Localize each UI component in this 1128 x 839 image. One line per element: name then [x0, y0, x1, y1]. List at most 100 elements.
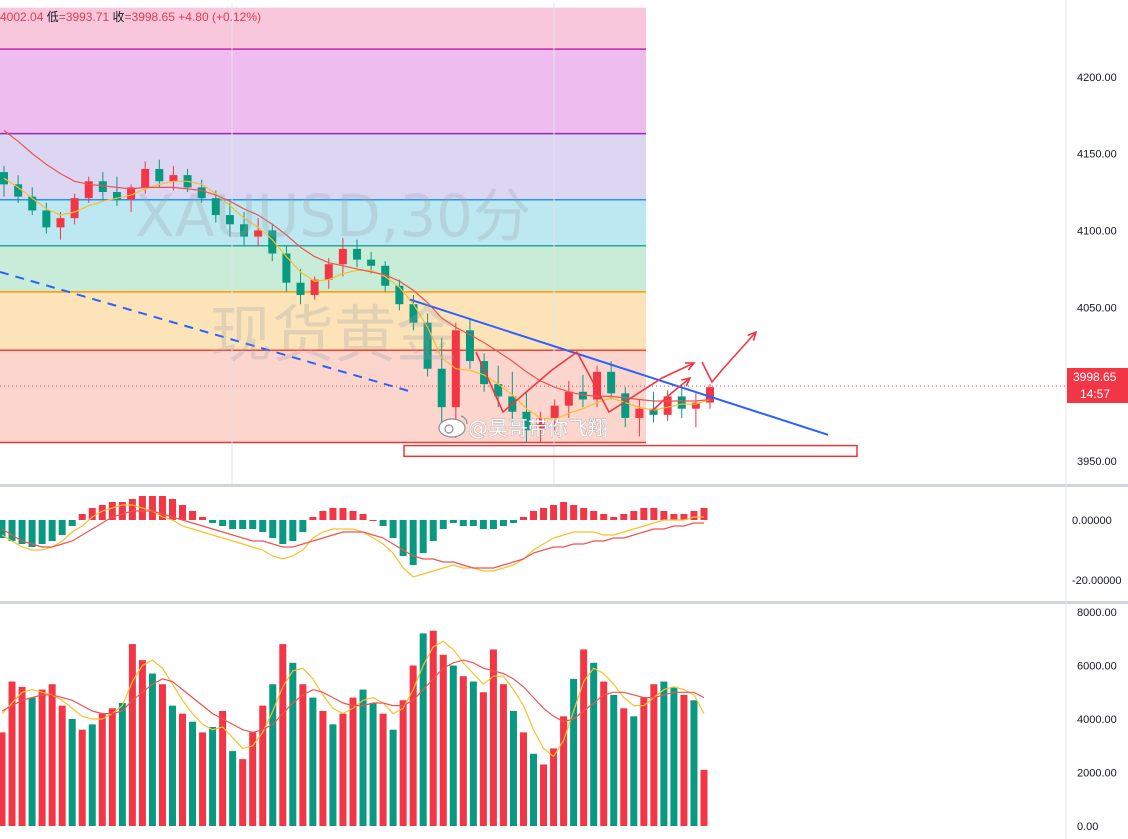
macd-hist-bar	[128, 499, 136, 520]
macd-hist-bar	[660, 511, 668, 520]
macd-hist-bar	[700, 508, 708, 520]
candle-body	[0, 172, 8, 185]
volume-axis-tick: 2000.00	[1077, 768, 1117, 780]
volume-bar	[179, 713, 187, 826]
candle-body	[367, 259, 376, 266]
macd-hist-bar	[98, 505, 106, 520]
ohlc-legend: 4002.04 低=3993.71 收=3998.65 +4.80 (+0.12…	[0, 10, 261, 24]
volume-bar	[399, 700, 407, 826]
projection-arrow-3	[701, 331, 757, 384]
volume-bar	[138, 660, 146, 826]
volume-bar	[519, 732, 527, 826]
price-axis-tick: 4050.00	[1077, 302, 1117, 314]
macd-hist-bar	[229, 520, 237, 529]
macd-axis-tick: 0.00000	[1072, 515, 1112, 527]
volume-pane[interactable]	[0, 630, 708, 826]
volume-bar	[68, 719, 76, 826]
candle-body	[494, 384, 503, 397]
macd-hist-bar	[560, 502, 568, 520]
candle-body	[550, 405, 559, 418]
macd-hist-bar	[58, 520, 66, 535]
volume-bar	[249, 732, 257, 826]
volume-bar	[580, 649, 588, 826]
macd-hist-bar	[118, 502, 126, 520]
candle-body	[353, 248, 361, 260]
volume-bar	[610, 694, 618, 826]
macd-hist-bar	[38, 520, 46, 544]
macd-hist-bar	[530, 511, 538, 520]
macd-hist-bar	[78, 514, 86, 520]
volume-bar	[590, 662, 598, 826]
macd-hist-bar	[690, 511, 698, 520]
volume-axis-tick: 6000.00	[1077, 661, 1117, 673]
volume-bar	[419, 633, 427, 826]
candle-body	[282, 253, 291, 283]
price-axis-tick: 4150.00	[1077, 149, 1117, 161]
candle-body	[197, 187, 206, 199]
volume-bar	[600, 681, 608, 826]
volume-bar	[680, 694, 688, 826]
volume-bar	[329, 724, 337, 826]
macd-hist-bar	[8, 520, 16, 541]
volume-bar	[570, 678, 578, 826]
candle-body	[635, 408, 644, 418]
macd-hist-bar	[179, 505, 187, 520]
volume-bar	[690, 700, 698, 826]
price-axis-tick: 4100.00	[1077, 225, 1117, 237]
price-axis-tick: 4200.00	[1077, 72, 1117, 84]
macd-hist-bar	[610, 517, 618, 520]
candle-body	[225, 215, 234, 225]
macd-hist-bar	[590, 511, 598, 520]
volume-bar	[670, 686, 678, 826]
volume-bar	[359, 689, 367, 826]
candle-body	[706, 387, 714, 403]
fib-band	[0, 199, 646, 246]
macd-hist-bar	[299, 520, 307, 532]
macd-hist-bar	[249, 520, 257, 529]
candle-body	[578, 391, 587, 400]
macd-pane[interactable]	[0, 496, 708, 578]
dashed-trendline	[0, 270, 411, 393]
macd-hist-bar	[580, 508, 588, 520]
volume-bar	[18, 686, 26, 826]
macd-hist-bar	[419, 520, 427, 553]
macd-hist-bar	[409, 520, 417, 565]
open-value: 4002.04	[0, 10, 44, 24]
projection-arrow-2	[650, 377, 691, 413]
volume-bar	[118, 702, 126, 826]
watermark-symbol: XAUUSD,30分	[135, 182, 531, 250]
candle-body	[296, 282, 305, 295]
volume-bar	[299, 684, 307, 826]
close-label: 收	[112, 10, 125, 24]
volume-bar	[289, 662, 297, 826]
volume-bar	[269, 684, 277, 826]
volume-bar	[209, 727, 217, 826]
fib-band	[0, 7, 646, 50]
macd-hist-bar	[600, 514, 608, 520]
macd-hist-bar	[309, 517, 317, 520]
volume-bar	[479, 692, 487, 826]
macd-hist-bar	[189, 511, 197, 520]
bar-countdown: 14:57	[1080, 387, 1110, 401]
candle-body	[84, 181, 93, 199]
close-value: 3998.65	[131, 10, 175, 24]
price-pane[interactable]	[0, 3, 1066, 484]
candle-body	[564, 391, 573, 406]
volume-axis-tick: 0.00	[1077, 821, 1098, 833]
volume-bar	[128, 644, 136, 826]
macd-hist-bar	[449, 520, 457, 523]
macd-hist-bar	[429, 520, 437, 541]
macd-hist-bar	[239, 520, 247, 529]
macd-hist-bar	[359, 514, 367, 520]
volume-bar	[489, 649, 497, 826]
volume-bar	[509, 710, 517, 826]
support-zone-box	[403, 444, 858, 458]
candle-body	[691, 402, 700, 409]
volume-bar	[189, 721, 197, 826]
macd-hist-bar	[158, 496, 166, 520]
macd-hist-bar	[279, 520, 287, 544]
volume-bar	[560, 716, 568, 826]
